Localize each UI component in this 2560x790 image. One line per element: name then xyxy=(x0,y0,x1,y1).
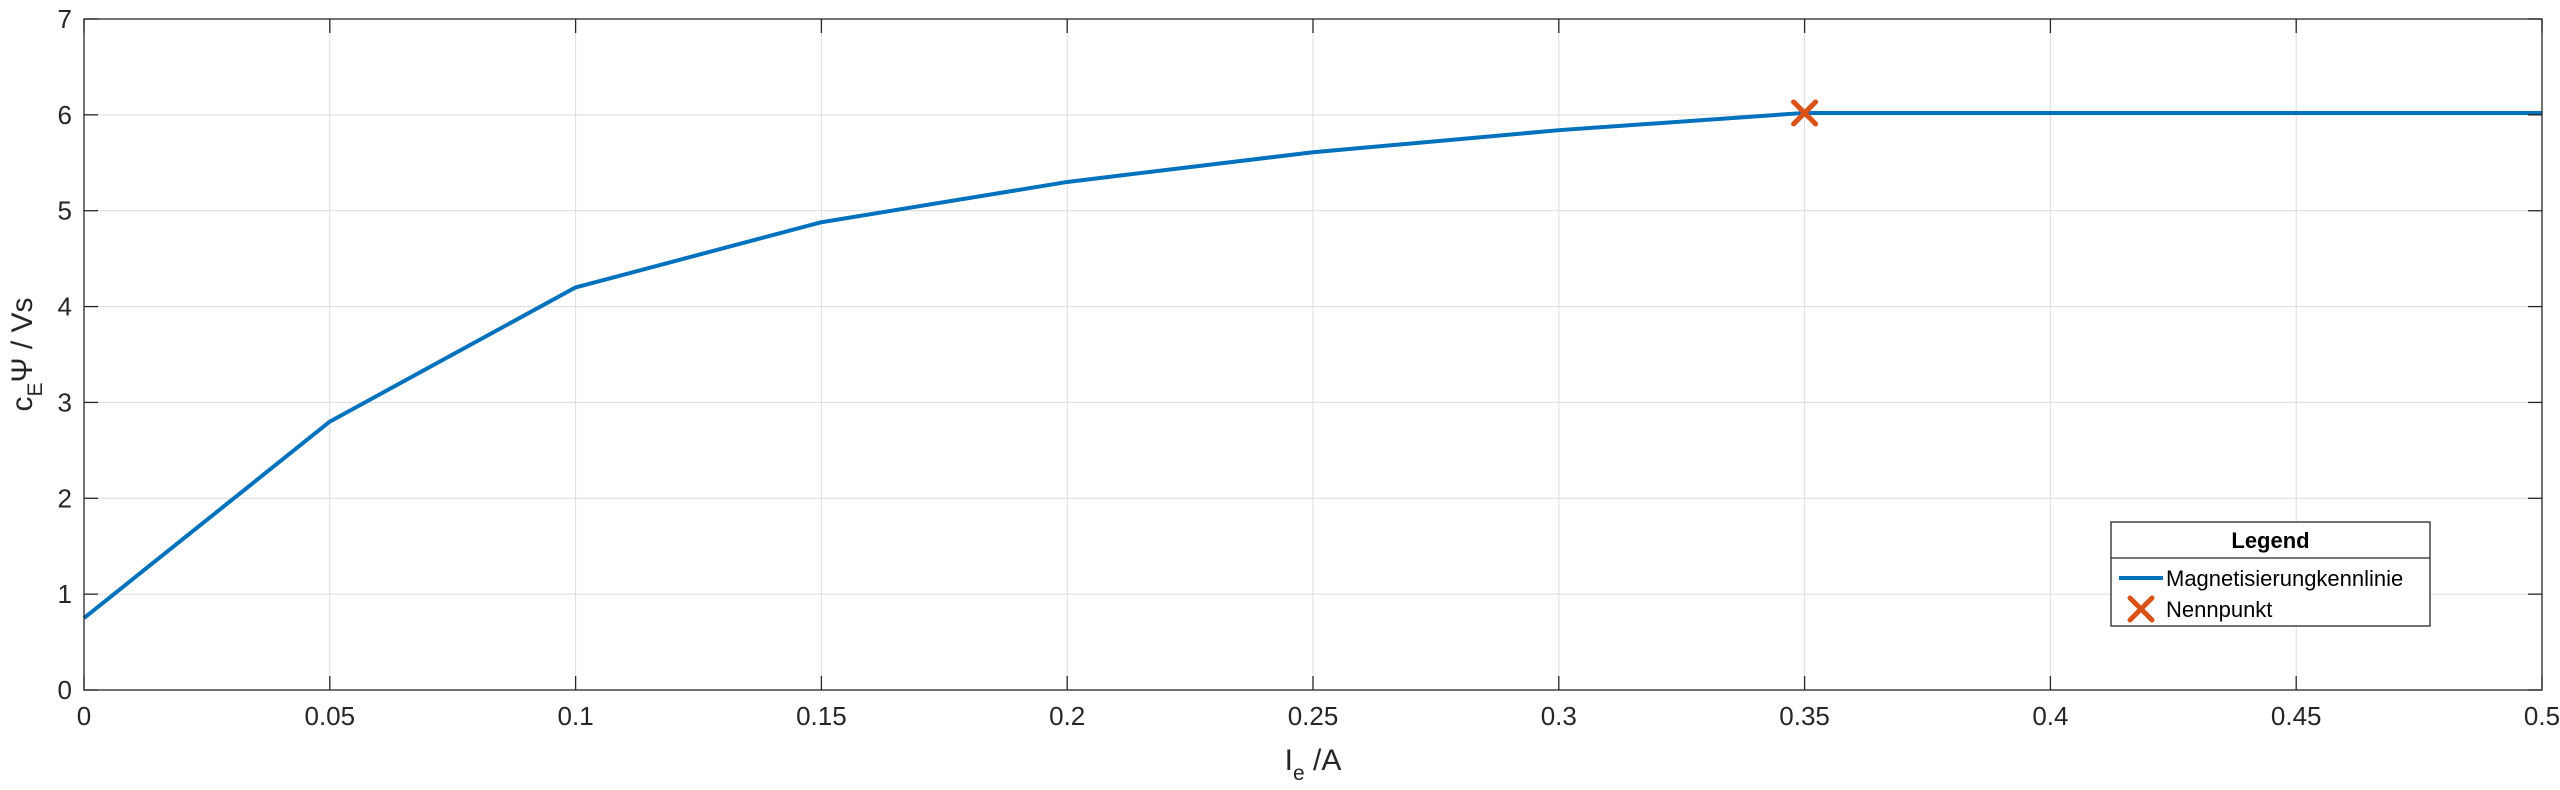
y-tick-label: 3 xyxy=(58,387,72,417)
tick-labels: 0 0.05 0.1 0.15 0.2 0.25 0.3 0.35 0.4 0.45 0.5 0 1 2 3… xyxy=(58,4,2560,731)
y-tick-label: 1 xyxy=(58,579,72,609)
legend-item: Nennpunkt xyxy=(2127,595,2272,623)
ticks xyxy=(83,18,2543,691)
y-axis-label: cEΨ / Vs xyxy=(6,297,47,411)
legend-title: Legend xyxy=(2231,528,2309,553)
x-tick-label: 0.1 xyxy=(558,701,594,731)
x-tick-label: 0.4 xyxy=(2032,701,2068,731)
y-tick-label: 7 xyxy=(58,4,72,34)
x-tick-label: 0.15 xyxy=(796,701,847,731)
marker-stroke xyxy=(2127,595,2155,623)
x-tick-label: 0.25 xyxy=(1288,701,1339,731)
marker-stroke xyxy=(1791,99,1819,127)
x-tick-label: 0.2 xyxy=(1049,701,1085,731)
legend-item-label: Magnetisierungkennlinie xyxy=(2166,566,2403,591)
x-axis-label-unit: /A xyxy=(1305,744,1342,777)
data-point-nennpunkt xyxy=(1791,99,1819,127)
y-tick-label: 5 xyxy=(58,196,72,226)
y-axis-label-rest: Ψ / Vs xyxy=(6,297,39,382)
series-line-magnetisierungkennlinie xyxy=(82,110,2542,620)
legend-items: Magnetisierungkennlinie Nennpunkt xyxy=(2119,566,2403,623)
y-axis-label-sub: E xyxy=(24,383,47,397)
x-tick-label: 0.5 xyxy=(2524,701,2560,731)
x-tick-label: 0.3 xyxy=(1541,701,1577,731)
x-tick-label: 0.45 xyxy=(2271,701,2322,731)
legend-box xyxy=(2110,521,2431,627)
legend: Legend Magnetisierungkennlinie Nennpunkt xyxy=(2110,521,2431,627)
x-axis-label-sub: e xyxy=(1293,762,1305,785)
x-tick-label: 0.05 xyxy=(304,701,355,731)
x-axis-label-main: I xyxy=(1285,744,1293,777)
y-tick-label: 0 xyxy=(58,675,72,705)
y-tick-label: 2 xyxy=(58,483,72,513)
y-tick-label: 6 xyxy=(58,100,72,130)
legend-swatch-marker xyxy=(2127,595,2155,623)
x-tick-label: 0.35 xyxy=(1779,701,1830,731)
series-layer xyxy=(82,99,2542,620)
legend-item: Magnetisierungkennlinie xyxy=(2119,566,2403,591)
x-axis-label: Ie /A xyxy=(1285,744,1342,785)
legend-item-label: Nennpunkt xyxy=(2166,597,2272,622)
y-tick-label: 4 xyxy=(58,292,72,322)
x-tick-label: 0 xyxy=(77,701,91,731)
y-axis-label-main: c xyxy=(6,397,39,412)
